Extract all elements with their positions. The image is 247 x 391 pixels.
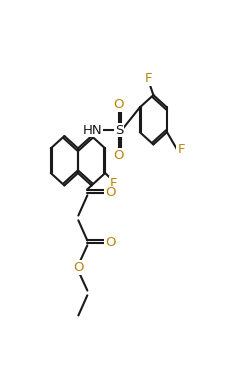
Text: S: S [115, 124, 123, 136]
Text: O: O [114, 98, 124, 111]
Text: O: O [114, 149, 124, 162]
Text: HN: HN [83, 124, 103, 136]
Text: O: O [105, 237, 116, 249]
Text: F: F [145, 72, 153, 85]
Text: O: O [105, 187, 116, 199]
Text: O: O [73, 262, 83, 274]
Text: F: F [109, 178, 117, 190]
Text: F: F [177, 143, 185, 156]
